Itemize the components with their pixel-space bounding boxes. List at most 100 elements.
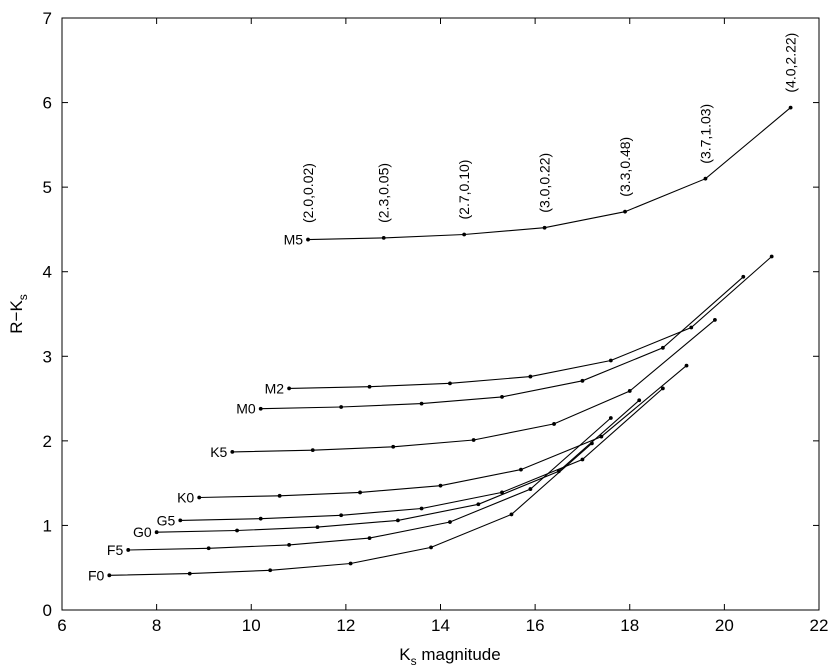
annotation-label: (2.0,0.02) bbox=[300, 163, 316, 223]
annotations-group: (2.0,0.02) (2.3,0.05) (2.7,0.10) (3.0,0.22)… bbox=[300, 33, 799, 223]
data-point-m0 bbox=[741, 274, 746, 279]
data-point-m2 bbox=[367, 384, 372, 389]
series-label-f5: F5 bbox=[107, 542, 124, 558]
data-point-m5 bbox=[542, 225, 547, 230]
series-m0: M0 bbox=[236, 274, 746, 417]
data-point-f0 bbox=[429, 545, 433, 550]
data-point-f5 bbox=[448, 520, 452, 524]
series-label-m5: M5 bbox=[284, 232, 304, 248]
data-point-g5 bbox=[580, 457, 585, 462]
data-point-m0 bbox=[580, 378, 585, 383]
series-k0: K0 bbox=[177, 363, 689, 506]
series-k5: K5 bbox=[210, 318, 717, 460]
x-axis-label: Ks magnitude bbox=[399, 645, 500, 668]
data-point-m5 bbox=[306, 237, 310, 242]
data-point-g5 bbox=[258, 516, 263, 521]
data-point-f5 bbox=[126, 548, 131, 552]
series-label-k0: K0 bbox=[177, 490, 194, 506]
data-point-g0 bbox=[154, 530, 159, 535]
annotation-label: (3.0,0.22) bbox=[537, 153, 553, 213]
data-point-m5 bbox=[462, 232, 467, 237]
data-point-m2 bbox=[769, 254, 774, 259]
data-point-m2 bbox=[287, 386, 291, 391]
data-point-k5 bbox=[713, 318, 717, 322]
y-axis-label-subscript: s bbox=[16, 294, 30, 300]
y-tick-label: 5 bbox=[43, 178, 52, 197]
data-point-f0 bbox=[107, 573, 112, 578]
data-point-g0 bbox=[396, 518, 400, 523]
data-point-m0 bbox=[419, 401, 424, 406]
data-point-g0 bbox=[637, 398, 642, 403]
y-tick-label: 3 bbox=[43, 347, 52, 366]
x-tick-label: 18 bbox=[620, 616, 639, 635]
y-tick-label: 4 bbox=[43, 263, 52, 282]
x-tick-label: 14 bbox=[431, 616, 450, 635]
data-point-f5 bbox=[287, 542, 291, 547]
series-m5: M5 bbox=[284, 105, 793, 248]
data-point-f0 bbox=[590, 441, 594, 446]
data-point-m2 bbox=[689, 325, 694, 330]
data-point-g0 bbox=[235, 528, 239, 533]
x-tick-label: 12 bbox=[336, 616, 355, 635]
data-point-f5 bbox=[608, 416, 613, 420]
annotation-label: (2.3,0.05) bbox=[376, 163, 392, 223]
data-point-k0 bbox=[519, 467, 523, 472]
data-point-m5 bbox=[623, 209, 627, 214]
data-point-f0 bbox=[348, 561, 353, 566]
x-tick-label: 10 bbox=[242, 616, 261, 635]
series-label-g5: G5 bbox=[157, 512, 176, 528]
series-label-m0: M0 bbox=[236, 401, 256, 417]
data-point-m0 bbox=[660, 345, 665, 350]
data-point-k0 bbox=[599, 434, 604, 439]
y-tick-label: 0 bbox=[43, 601, 52, 620]
data-point-g5 bbox=[660, 386, 665, 391]
y-tick-label: 2 bbox=[43, 432, 52, 451]
data-point-f0 bbox=[187, 571, 192, 576]
annotation-label: (3.7,1.03) bbox=[698, 104, 714, 164]
data-point-k0 bbox=[277, 493, 282, 498]
data-point-k5 bbox=[230, 449, 235, 454]
x-tick-label: 20 bbox=[715, 616, 734, 635]
data-point-k5 bbox=[627, 389, 632, 393]
y-axis-label: R−Ks bbox=[7, 294, 30, 334]
data-point-f5 bbox=[206, 546, 211, 551]
data-point-k0 bbox=[358, 490, 362, 495]
data-point-g0 bbox=[315, 525, 320, 530]
x-tick-label: 22 bbox=[810, 616, 829, 635]
y-tick-label: 6 bbox=[43, 94, 52, 113]
y-tick-label: 1 bbox=[43, 516, 52, 535]
data-point-g0 bbox=[476, 502, 481, 507]
data-point-g5 bbox=[419, 506, 424, 511]
data-point-k5 bbox=[552, 422, 556, 426]
series-label-g0: G0 bbox=[133, 524, 152, 540]
data-point-m5 bbox=[703, 176, 708, 181]
data-point-k5 bbox=[310, 448, 315, 453]
x-tick-label: 8 bbox=[152, 616, 161, 635]
x-axis-label-rest: magnitude bbox=[417, 645, 501, 664]
series-label-m2: M2 bbox=[265, 380, 285, 396]
data-point-k0 bbox=[197, 495, 202, 500]
data-point-k0 bbox=[684, 363, 689, 368]
series-f5: F5 bbox=[107, 416, 613, 558]
data-point-m0 bbox=[500, 394, 504, 399]
y-tick-label: 7 bbox=[43, 9, 52, 28]
data-point-g5 bbox=[178, 518, 183, 523]
data-point-g5 bbox=[339, 513, 344, 518]
series-m2: M2 bbox=[265, 254, 774, 396]
series-g5: G5 bbox=[157, 386, 665, 528]
data-point-m2 bbox=[528, 374, 533, 379]
x-tick-label: 16 bbox=[526, 616, 545, 635]
data-point-f0 bbox=[509, 512, 514, 517]
data-point-m5 bbox=[381, 235, 386, 240]
data-point-m0 bbox=[258, 406, 263, 411]
annotation-label: (3.3,0.48) bbox=[617, 137, 633, 197]
data-point-f0 bbox=[268, 568, 273, 573]
annotation-label: (2.7,0.10) bbox=[456, 160, 472, 220]
annotation-label: (4.0,2.22) bbox=[783, 33, 799, 93]
data-point-m2 bbox=[608, 358, 613, 363]
data-point-g5 bbox=[500, 490, 504, 495]
x-tick-label: 6 bbox=[57, 616, 66, 635]
